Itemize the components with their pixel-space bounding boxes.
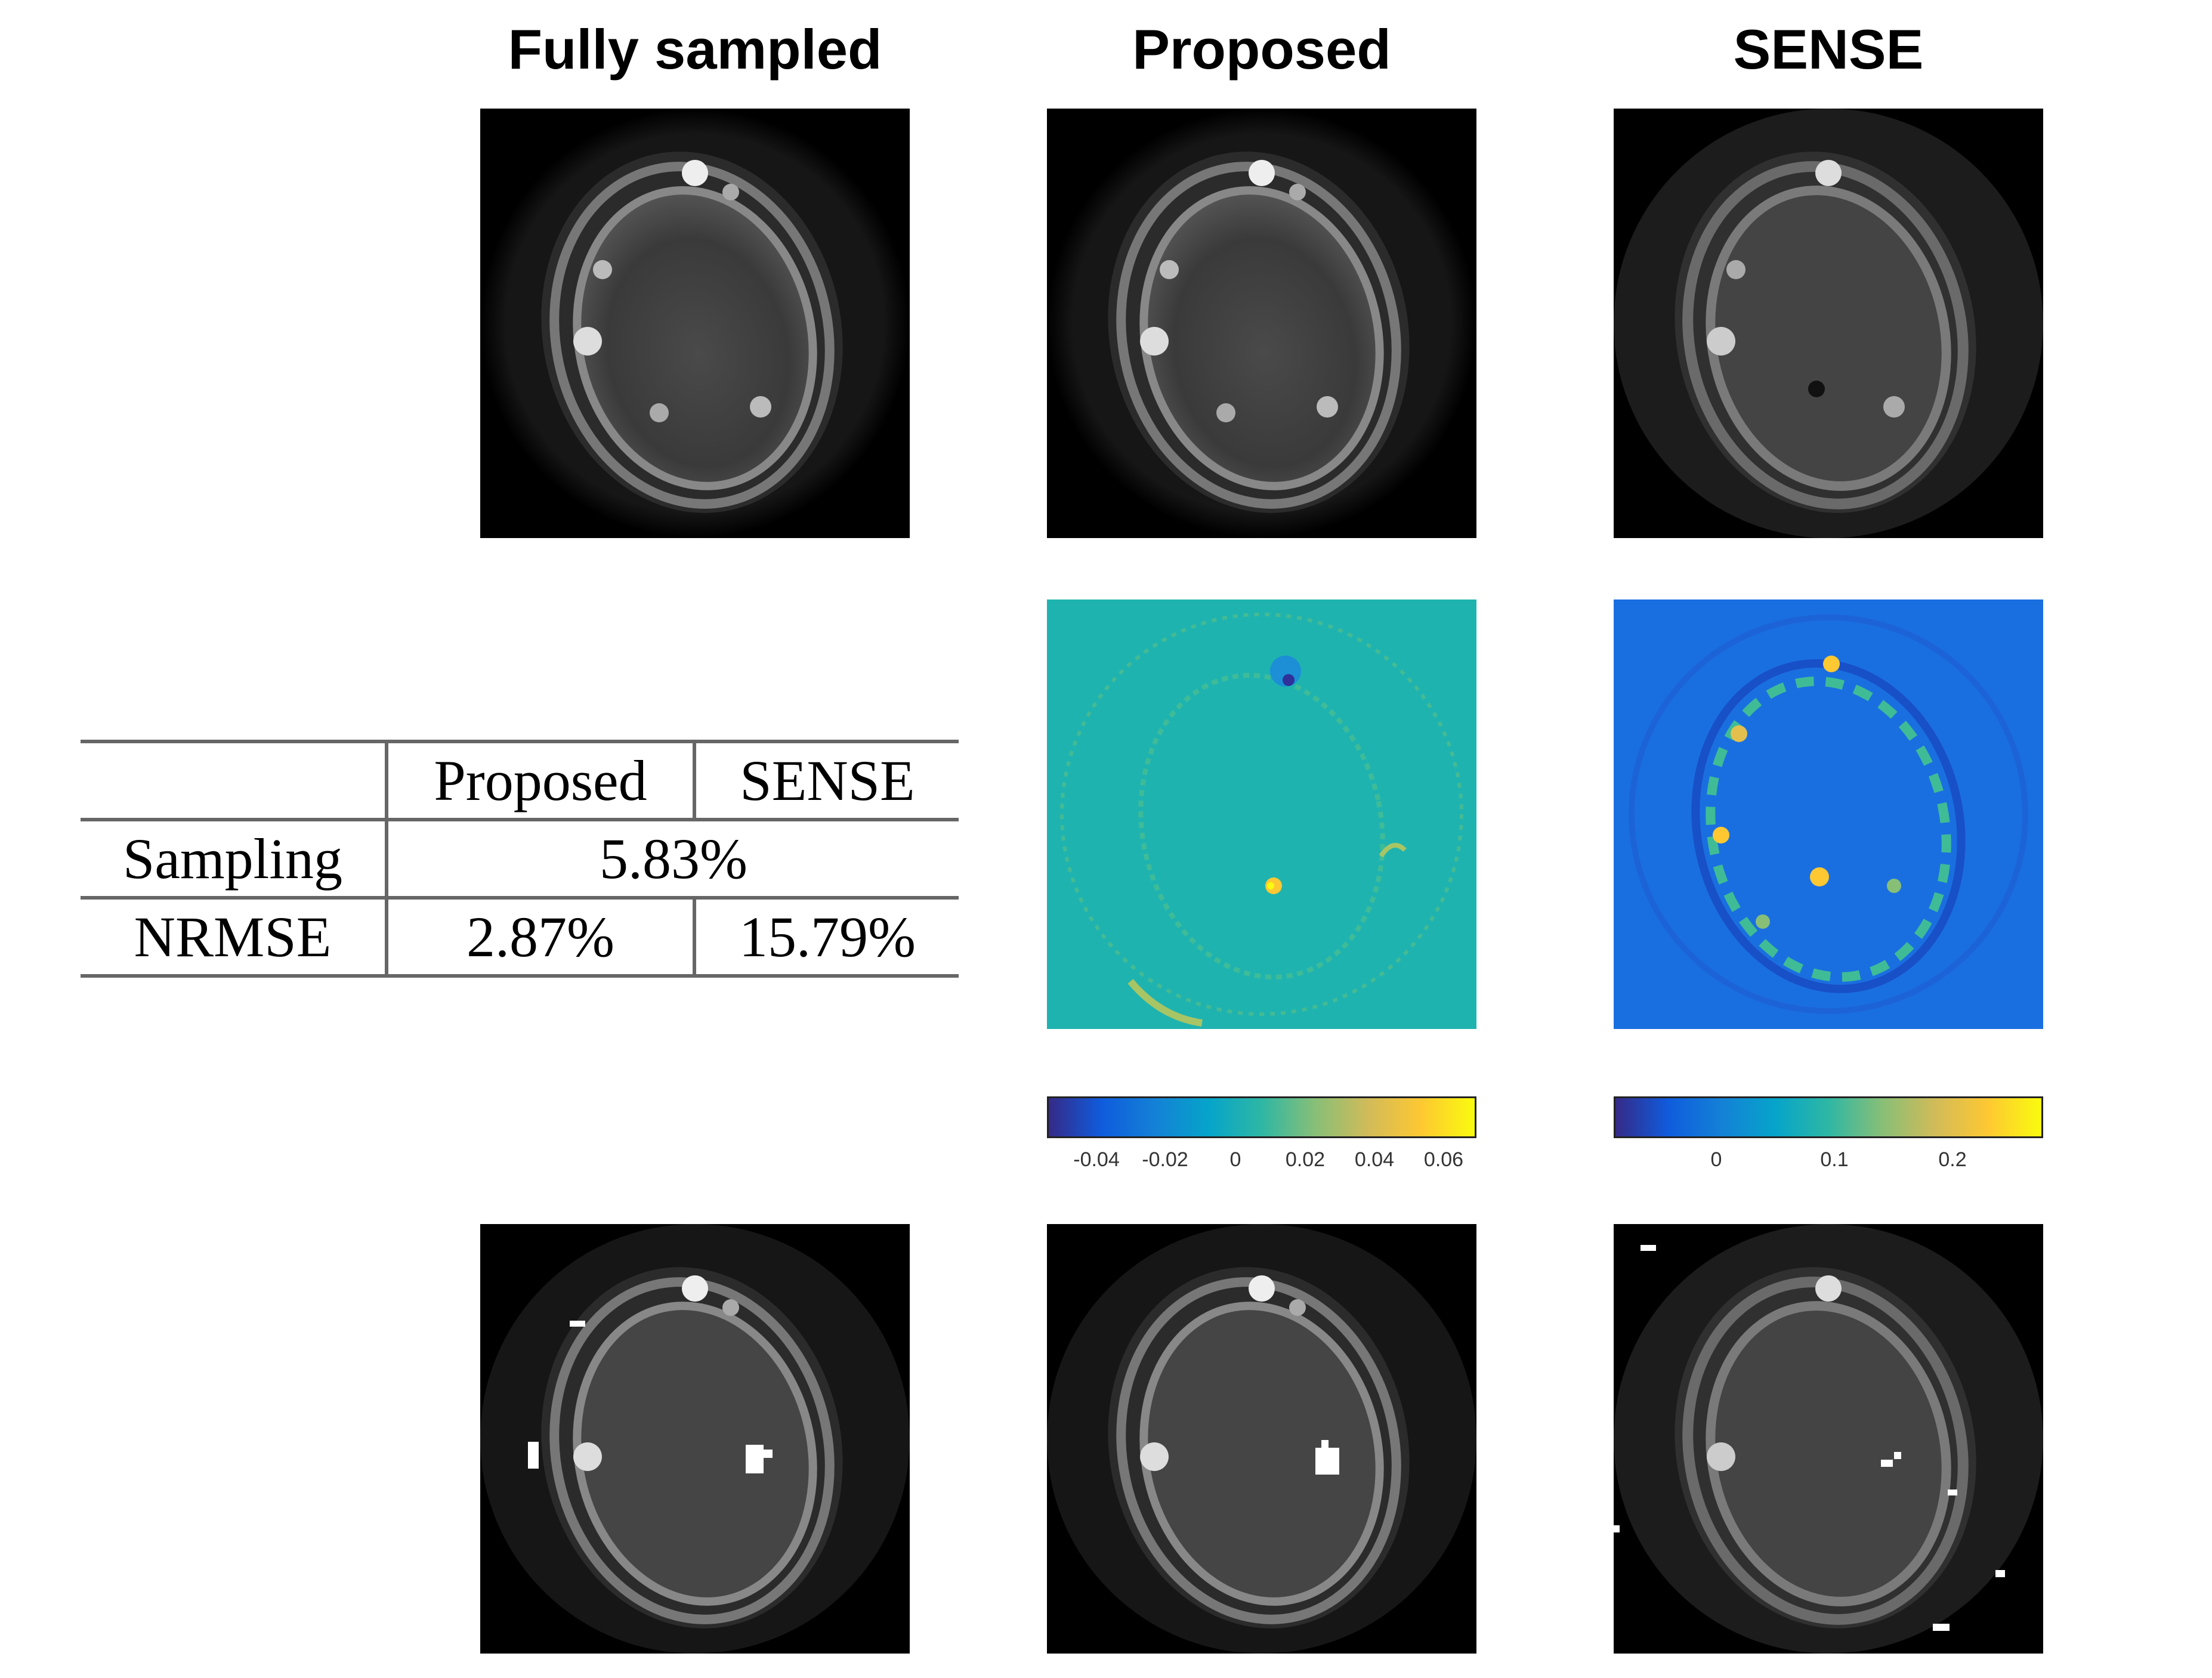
mri-sense-marked — [1614, 1224, 2043, 1654]
table-header-row: Proposed SENSE — [81, 740, 959, 820]
mri-fully-sampled — [480, 109, 910, 538]
column-title-proposed: Proposed — [1132, 18, 1391, 81]
tick-label: -0.02 — [1142, 1148, 1188, 1171]
table-row-label-sampling: Sampling — [81, 818, 388, 898]
column-title-fully-sampled: Fully sampled — [508, 18, 882, 81]
mri-proposed-marked — [1047, 1224, 1476, 1654]
tick-label: 0.02 — [1285, 1148, 1326, 1171]
colorbar-sense — [1614, 1096, 2043, 1138]
tick-label: 0.2 — [1938, 1148, 1967, 1171]
table-row: Sampling 5.83% — [81, 818, 959, 898]
tick-label: 0.06 — [1423, 1148, 1464, 1171]
tick-label: 0 — [1229, 1148, 1241, 1171]
error-map-sense — [1614, 599, 2043, 1029]
tick-label: 0 — [1710, 1148, 1722, 1171]
colorbar-proposed — [1047, 1096, 1476, 1138]
table-header-proposed: Proposed — [387, 740, 696, 820]
table-cell-nrmse-sense: 15.79% — [694, 896, 959, 978]
table-header-empty — [81, 740, 388, 820]
tick-label: -0.04 — [1073, 1148, 1120, 1171]
table-row: NRMSE 2.87% 15.79% — [81, 896, 959, 978]
table-cell-nrmse-proposed: 2.87% — [387, 896, 696, 978]
error-map-proposed — [1047, 599, 1476, 1029]
mri-fully-sampled-marked — [480, 1224, 910, 1654]
mri-sense — [1614, 109, 2043, 538]
tick-label: 0.1 — [1820, 1148, 1849, 1171]
mri-proposed — [1047, 109, 1476, 538]
tick-label: 0.04 — [1354, 1148, 1395, 1171]
metrics-table: Proposed SENSE Sampling 5.83% NRMSE 2.87… — [81, 740, 959, 978]
table-header-sense: SENSE — [694, 740, 959, 820]
table-cell-sampling-value: 5.83% — [387, 818, 959, 898]
column-title-sense: SENSE — [1733, 18, 1924, 81]
table-row-label-nrmse: NRMSE — [81, 896, 388, 978]
